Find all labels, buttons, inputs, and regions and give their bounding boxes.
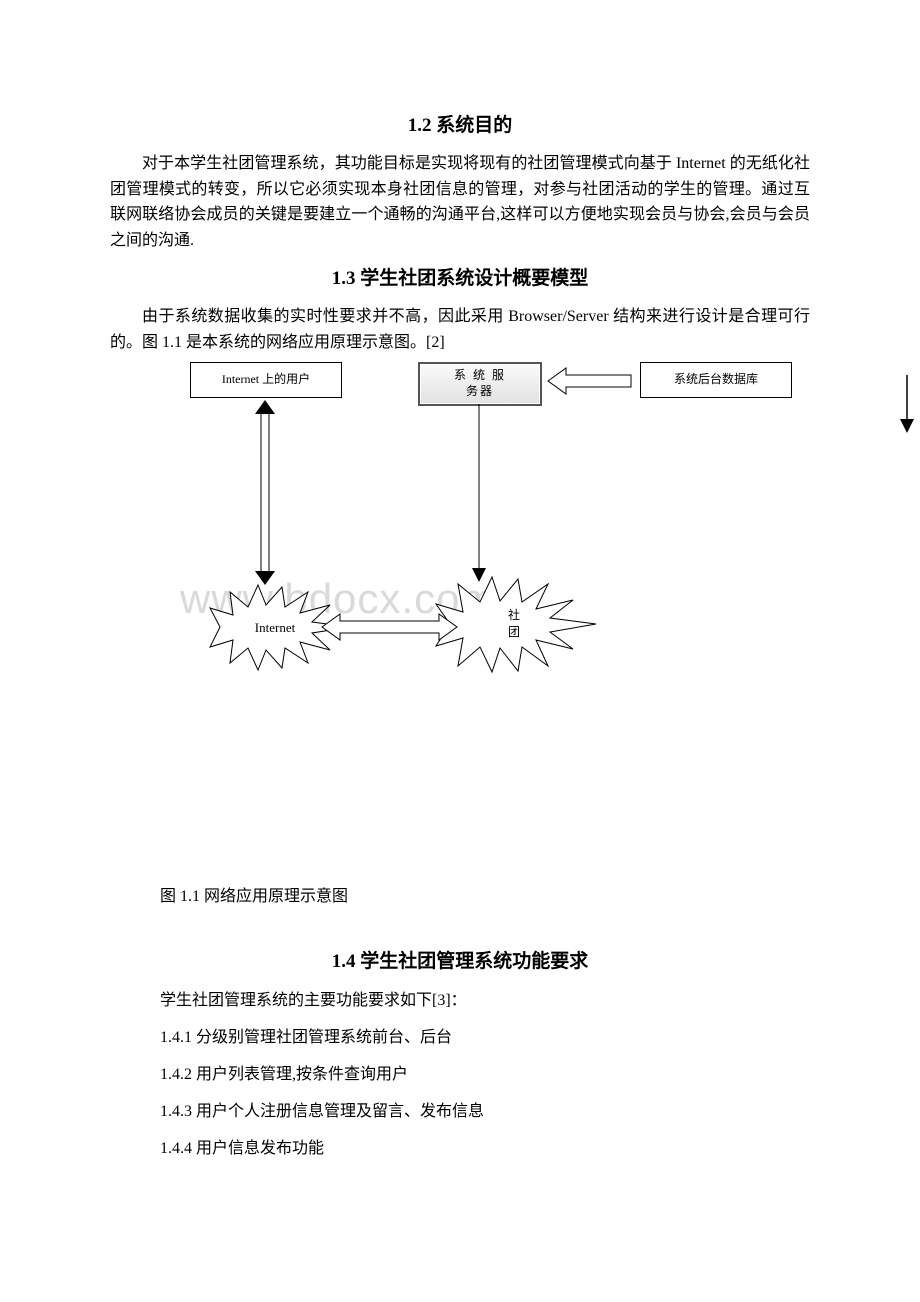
item-1-4-3: 1.4.3 用户个人注册信息管理及留言、发布信息 bbox=[160, 1098, 810, 1125]
heading-1-2: 1.2 系统目的 bbox=[110, 110, 810, 137]
arrow-user-internet bbox=[255, 400, 277, 585]
node-internet-user: Internet 上的用户 bbox=[190, 362, 342, 398]
node-internet-cloud-label: Internet bbox=[255, 620, 296, 635]
arrow-internet-club bbox=[322, 612, 457, 642]
node-club-label-1: 社 bbox=[508, 607, 520, 622]
node-club-label-2: 团 bbox=[508, 625, 520, 639]
diagram-1-1: Internet 上的用户 系 统 服 务器 系统后台数据库 Internet … bbox=[150, 362, 850, 702]
node-backend-db: 系统后台数据库 bbox=[640, 362, 792, 398]
item-1-4-2: 1.4.2 用户列表管理,按条件查询用户 bbox=[160, 1061, 810, 1088]
arrow-db-to-server bbox=[548, 368, 633, 394]
heading-1-3: 1.3 学生社团系统设计概要模型 bbox=[110, 263, 810, 290]
item-1-4-4: 1.4.4 用户信息发布功能 bbox=[160, 1135, 810, 1162]
para-1-3: 由于系统数据收集的实时性要求并不高，因此采用 Browser/Server 结构… bbox=[110, 304, 810, 355]
document-page: www.bdocx.com 1.2 系统目的 对于本学生社团管理系统，其功能目标… bbox=[0, 0, 920, 1233]
para-1-2: 对于本学生社团管理系统，其功能目标是实现将现有的社团管理模式向基于 Intern… bbox=[110, 151, 810, 253]
item-1-4-1: 1.4.1 分级别管理社团管理系统前台、后台 bbox=[160, 1024, 810, 1051]
margin-down-arrow-icon bbox=[900, 375, 914, 433]
arrow-server-to-club bbox=[472, 404, 486, 582]
heading-1-4: 1.4 学生社团管理系统功能要求 bbox=[110, 946, 810, 973]
node-system-server: 系 统 服 务器 bbox=[418, 362, 542, 406]
figure-caption-1-1: 图 1.1 网络应用原理示意图 bbox=[160, 882, 810, 906]
para-1-4-intro: 学生社团管理系统的主要功能要求如下[3]： bbox=[160, 987, 810, 1014]
